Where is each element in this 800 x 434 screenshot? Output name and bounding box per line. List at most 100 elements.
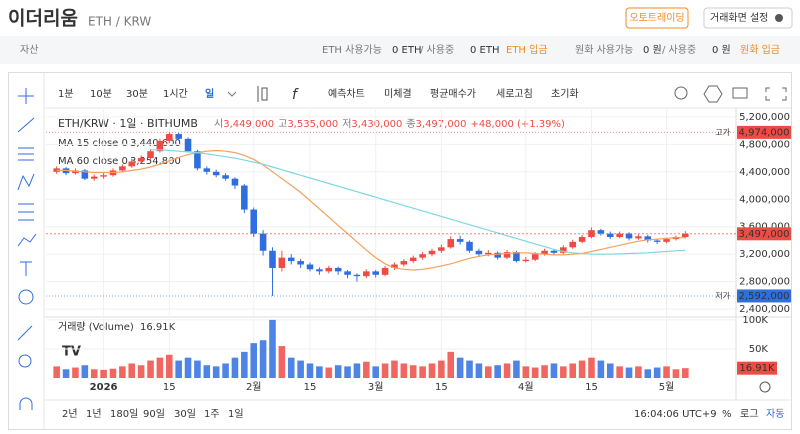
candle-body bbox=[541, 250, 548, 255]
candle-body bbox=[184, 138, 192, 152]
volume-bar bbox=[212, 366, 220, 378]
price-box bbox=[737, 289, 791, 303]
volume-bar bbox=[428, 363, 436, 378]
volume-bar bbox=[644, 369, 652, 378]
interval[interactable]: 1시간 bbox=[163, 88, 188, 100]
x-tick-label: 3월 bbox=[368, 381, 384, 393]
ruler-icon[interactable] bbox=[17, 325, 33, 341]
volume-bar bbox=[616, 366, 623, 378]
volume-bar bbox=[222, 363, 229, 378]
magnet-icon[interactable] bbox=[19, 397, 33, 410]
asset-label: 자산 bbox=[20, 44, 38, 56]
interval[interactable]: 일 bbox=[205, 87, 214, 100]
candle-body bbox=[353, 274, 361, 277]
candle-body bbox=[513, 252, 520, 262]
candle-body bbox=[616, 233, 623, 238]
volume-bar bbox=[447, 351, 455, 378]
pattern-icon[interactable] bbox=[17, 173, 35, 191]
candle-body bbox=[363, 271, 370, 277]
text-icon[interactable] bbox=[20, 261, 32, 276]
candle-body bbox=[475, 250, 483, 255]
dropdown-icon[interactable] bbox=[227, 91, 237, 97]
action[interactable]: 미체결 bbox=[384, 88, 412, 100]
action[interactable]: 초기화 bbox=[551, 88, 579, 100]
range[interactable]: 90일 bbox=[143, 408, 165, 420]
volume-bar bbox=[372, 366, 379, 378]
text: 0 ETH bbox=[470, 45, 500, 56]
line-icon[interactable] bbox=[17, 117, 35, 133]
volume-bar bbox=[184, 357, 192, 378]
candle-body bbox=[503, 252, 511, 258]
volume-bar bbox=[475, 363, 483, 378]
candle-body bbox=[250, 209, 258, 234]
range[interactable]: 1일 bbox=[228, 408, 244, 420]
deposit-link[interactable]: 원화 입금 bbox=[740, 43, 780, 56]
fx-icon[interactable]: f bbox=[292, 87, 299, 103]
price-box-label: 4,974,000 bbox=[739, 127, 790, 138]
text: 0 ETH bbox=[392, 45, 422, 56]
settings-icon[interactable] bbox=[703, 85, 723, 103]
emoji-icon[interactable] bbox=[18, 289, 34, 305]
candle-body bbox=[156, 140, 164, 152]
auto-trade-button[interactable] bbox=[625, 7, 689, 29]
candle-body bbox=[100, 175, 107, 177]
candle-body bbox=[663, 239, 670, 242]
candle-body bbox=[560, 247, 567, 253]
option[interactable]: 자동 bbox=[766, 408, 784, 420]
candle-body bbox=[381, 267, 389, 275]
axis-settings-icon[interactable] bbox=[759, 381, 771, 393]
volume-bar bbox=[550, 363, 558, 378]
volume-bar bbox=[72, 367, 79, 378]
range[interactable]: 1주 bbox=[204, 409, 220, 420]
range-icon[interactable] bbox=[18, 203, 34, 221]
range[interactable]: 180일 bbox=[110, 408, 138, 420]
interval[interactable]: 30분 bbox=[126, 88, 148, 100]
asset-row bbox=[0, 36, 800, 64]
option[interactable]: % bbox=[722, 409, 732, 420]
x-tick-label: 15 bbox=[435, 382, 448, 393]
settings-label[interactable]: 거래화면 설정 bbox=[710, 12, 768, 24]
option[interactable]: 로그 bbox=[740, 409, 758, 420]
candle-body bbox=[625, 233, 633, 239]
volume-bar bbox=[682, 368, 689, 378]
auto-trade-label[interactable]: 오토트레이딩 bbox=[629, 12, 684, 24]
brush-icon[interactable] bbox=[17, 233, 37, 247]
text: / 사용중 bbox=[420, 44, 454, 56]
fib-icon[interactable] bbox=[18, 147, 34, 161]
settings-button[interactable] bbox=[703, 7, 793, 29]
y-tick-label: 3,200,000 bbox=[739, 249, 790, 260]
volume-bar bbox=[503, 363, 511, 378]
volume-bar bbox=[400, 363, 408, 378]
volume-bar bbox=[625, 367, 633, 378]
search-icon[interactable] bbox=[674, 86, 688, 100]
crosshair-icon[interactable] bbox=[18, 88, 34, 104]
deposit-link[interactable]: ETH 입금 bbox=[506, 43, 548, 56]
camera-icon[interactable] bbox=[732, 87, 748, 99]
range[interactable]: 30일 bbox=[174, 408, 196, 420]
candle-body bbox=[644, 236, 652, 241]
action[interactable]: 평균매수가 bbox=[430, 88, 476, 100]
volume-title: 거래량 (Volume) bbox=[58, 321, 134, 333]
action[interactable]: 예측차트 bbox=[328, 88, 365, 100]
toolbar-icons bbox=[674, 85, 787, 103]
candle-body bbox=[297, 261, 304, 265]
candle-body bbox=[241, 185, 248, 210]
zoom-icon[interactable] bbox=[18, 354, 32, 368]
candle-body bbox=[419, 254, 426, 258]
interval[interactable]: 10분 bbox=[90, 88, 112, 100]
volume-bar bbox=[494, 365, 501, 378]
candle-icon[interactable] bbox=[257, 86, 268, 102]
ma-line bbox=[150, 149, 686, 255]
interval[interactable]: 1분 bbox=[58, 88, 74, 100]
volume-bar bbox=[194, 360, 201, 378]
range[interactable]: 1년 bbox=[86, 408, 102, 420]
volume-bar bbox=[259, 340, 267, 378]
action[interactable]: 세로고침 bbox=[496, 88, 533, 100]
candle-body bbox=[119, 166, 126, 171]
candle-body bbox=[165, 134, 173, 141]
fullscreen-icon[interactable] bbox=[765, 87, 787, 101]
range[interactable]: 2년 bbox=[62, 408, 78, 420]
candle-body bbox=[287, 257, 295, 262]
candle-body bbox=[438, 247, 445, 251]
volume-bar bbox=[316, 366, 323, 378]
